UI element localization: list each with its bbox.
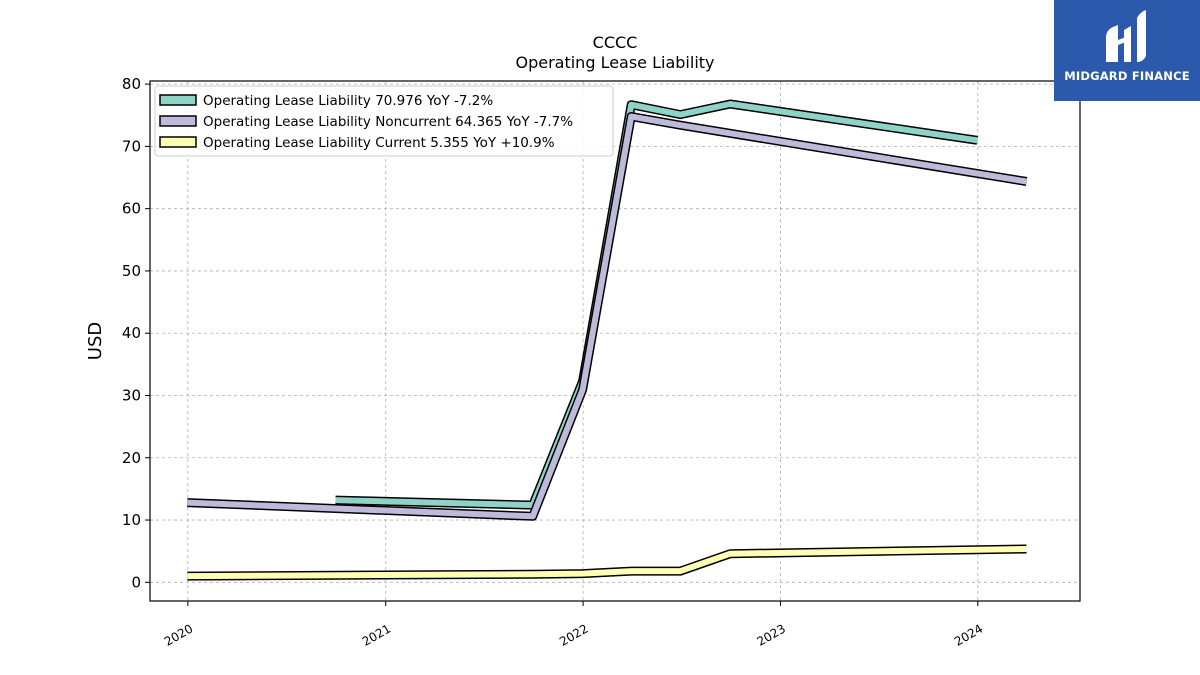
plot-frame xyxy=(149,80,1081,602)
y-tick-label: 30 xyxy=(122,386,141,404)
grid xyxy=(150,81,1080,601)
legend-label: Operating Lease Liability Noncurrent 64.… xyxy=(203,114,573,130)
legend-swatch xyxy=(159,94,197,106)
data-point xyxy=(976,139,978,141)
data-point xyxy=(186,502,188,504)
series-line xyxy=(187,113,1027,520)
data-point xyxy=(1025,548,1027,550)
y-tick-label: 50 xyxy=(122,262,141,280)
y-tick-label: 70 xyxy=(122,137,141,155)
legend-swatch xyxy=(159,115,197,127)
legend-label: Operating Lease Liability 70.976 YoY -7.… xyxy=(203,93,493,109)
data-point xyxy=(532,515,534,517)
y-tick-label: 40 xyxy=(122,324,141,342)
y-tick-label: 0 xyxy=(131,573,141,591)
data-point xyxy=(1025,180,1027,182)
x-tick-label: 2023 xyxy=(754,621,787,648)
data-point xyxy=(630,104,632,106)
data-point xyxy=(729,553,731,555)
data-point xyxy=(334,499,336,501)
x-tick-label: 2022 xyxy=(557,621,590,648)
legend: Operating Lease Liability 70.976 YoY -7.… xyxy=(154,85,614,157)
y-axis: 0 10 20 30 40 50 60 70 80 xyxy=(122,75,150,591)
data-point xyxy=(630,570,632,572)
data-point xyxy=(186,575,188,577)
chart-title: CCCC xyxy=(593,33,638,52)
data-point xyxy=(582,389,584,391)
legend-label: Operating Lease Liability Current 5.355 … xyxy=(203,135,555,151)
series-line xyxy=(335,101,978,509)
legend-box xyxy=(154,85,614,157)
data-point xyxy=(532,573,534,575)
series-line xyxy=(187,546,1027,580)
data-point xyxy=(582,573,584,575)
x-tick-label: 2021 xyxy=(360,621,393,648)
series-line-outline xyxy=(187,112,1028,521)
y-tick-label: 60 xyxy=(122,200,141,218)
data-point xyxy=(679,570,681,572)
x-tick-label: 2020 xyxy=(162,621,195,648)
y-tick-label: 10 xyxy=(122,511,141,529)
data-point xyxy=(679,114,681,116)
brand-mark-icon xyxy=(1106,10,1146,62)
data-point xyxy=(729,103,731,105)
series-line-outline xyxy=(335,99,978,510)
chart-subtitle: Operating Lease Liability xyxy=(515,53,714,72)
legend-swatch xyxy=(159,136,197,148)
series-lines xyxy=(186,99,1028,581)
brand-name: MIDGARD FINANCE xyxy=(1064,69,1190,83)
y-axis-label: USD xyxy=(85,322,106,360)
y-tick-label: 80 xyxy=(122,75,141,93)
data-point xyxy=(630,115,632,117)
x-tick-label: 2024 xyxy=(952,621,985,648)
data-point xyxy=(679,124,681,126)
y-tick-label: 20 xyxy=(122,449,141,467)
x-axis: 2020 2021 2022 2023 2024 xyxy=(162,601,985,649)
brand-logo: MIDGARD FINANCE xyxy=(1054,0,1200,101)
